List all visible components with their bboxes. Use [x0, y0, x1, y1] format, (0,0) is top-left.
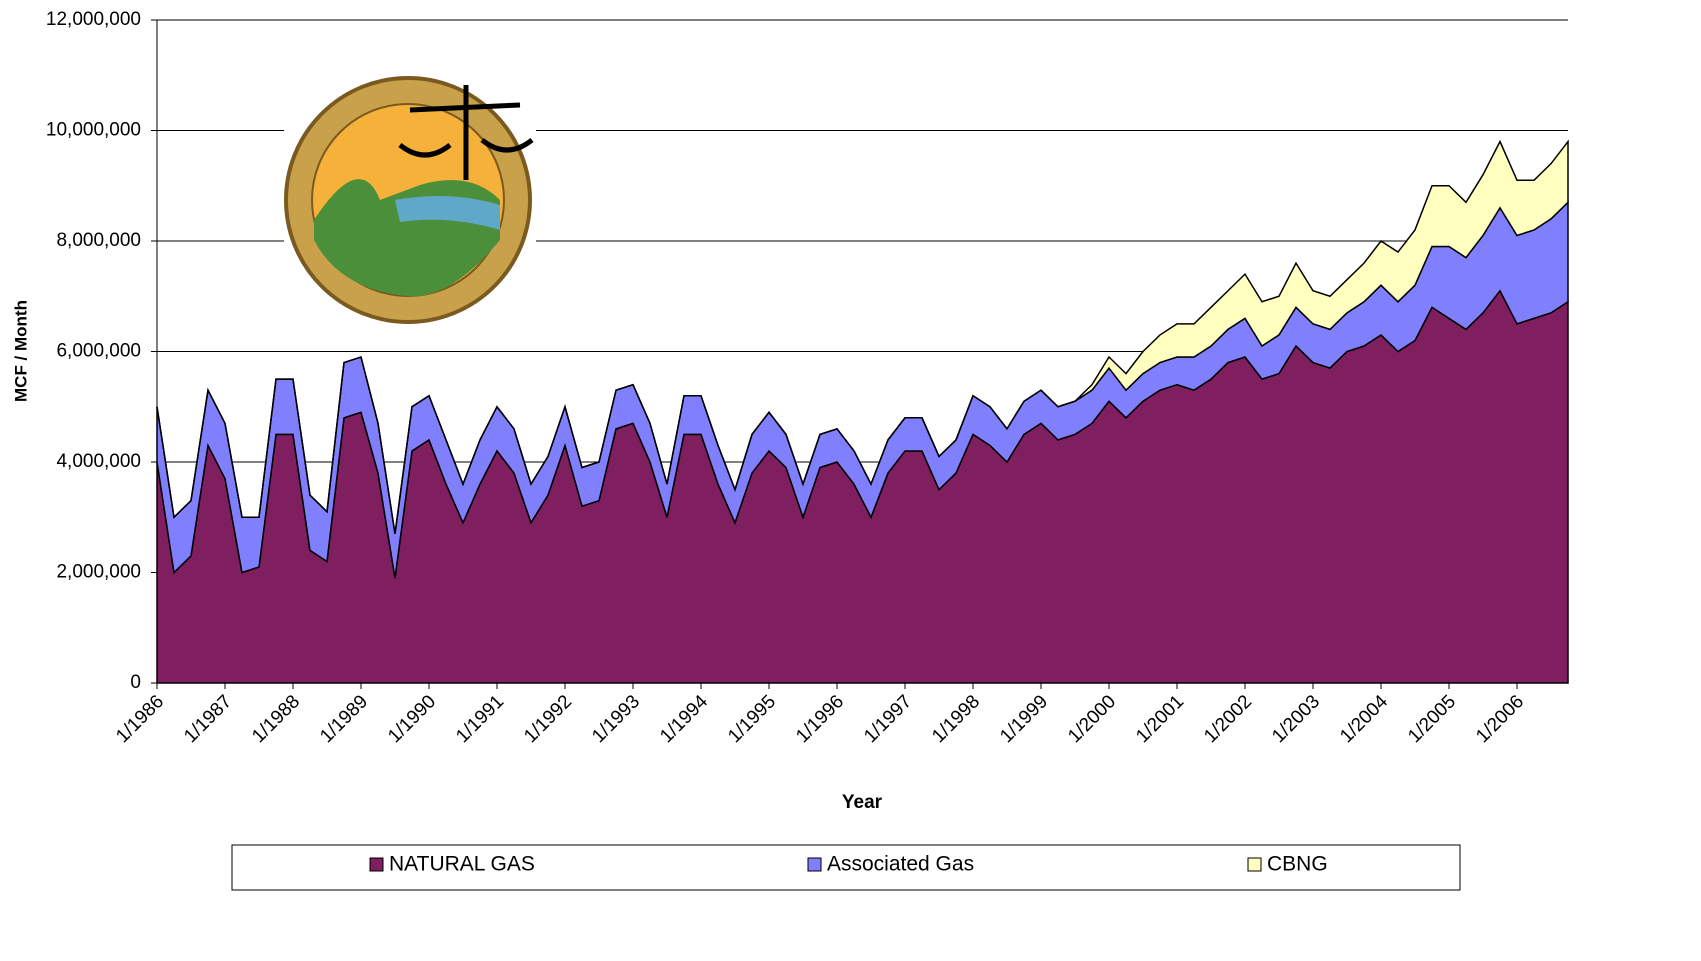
x-tick-label: 1/1986 [112, 691, 168, 747]
x-tick-label: 1/1989 [316, 691, 372, 747]
seal-logo [284, 76, 536, 328]
y-tick-label: 8,000,000 [56, 230, 141, 251]
y-tick-label: 6,000,000 [56, 341, 141, 362]
x-tick-label: 1/2002 [1200, 691, 1256, 747]
x-tick-label: 1/1991 [452, 691, 508, 747]
x-tick-label: 1/1998 [928, 691, 984, 747]
x-tick-label: 1/1988 [248, 691, 304, 747]
legend-label: Associated Gas [827, 853, 974, 876]
x-tick-label: 1/2005 [1404, 691, 1460, 747]
x-tick-label: 1/1992 [520, 691, 576, 747]
y-tick-label: 2,000,000 [56, 562, 141, 583]
y-tick-label: 10,000,000 [46, 120, 141, 141]
y-axis-title: MCF / Month [11, 300, 30, 402]
y-tick-label: 12,000,000 [46, 9, 141, 30]
legend-swatch [807, 857, 822, 872]
x-tick-label: 1/2004 [1336, 691, 1392, 747]
legend-label: CBNG [1267, 853, 1328, 876]
x-tick-label: 1/2006 [1472, 691, 1528, 747]
x-tick-label: 1/1990 [384, 691, 440, 747]
x-tick-label: 1/1993 [588, 691, 644, 747]
area [156, 139, 1569, 534]
x-tick-label: 1/1997 [860, 691, 916, 747]
plot-area [156, 19, 1569, 684]
legend-swatch [369, 857, 384, 872]
legend-label: NATURAL GAS [389, 853, 535, 876]
y-tick-label: 0 [130, 672, 141, 693]
x-tick-label: 1/2001 [1132, 691, 1188, 747]
x-tick-label: 1/1987 [180, 691, 236, 747]
y-tick-label: 4,000,000 [56, 451, 141, 472]
legend-swatch [1247, 857, 1262, 872]
x-tick-label: 1/1995 [724, 691, 780, 747]
x-tick-label: 1/1994 [656, 691, 712, 747]
x-tick-label: 1/1996 [792, 691, 848, 747]
x-tick-label: 1/2003 [1268, 691, 1324, 747]
x-axis-title: Year [842, 792, 883, 813]
x-tick-label: 1/1999 [996, 691, 1052, 747]
x-tick-label: 1/2000 [1064, 691, 1120, 747]
